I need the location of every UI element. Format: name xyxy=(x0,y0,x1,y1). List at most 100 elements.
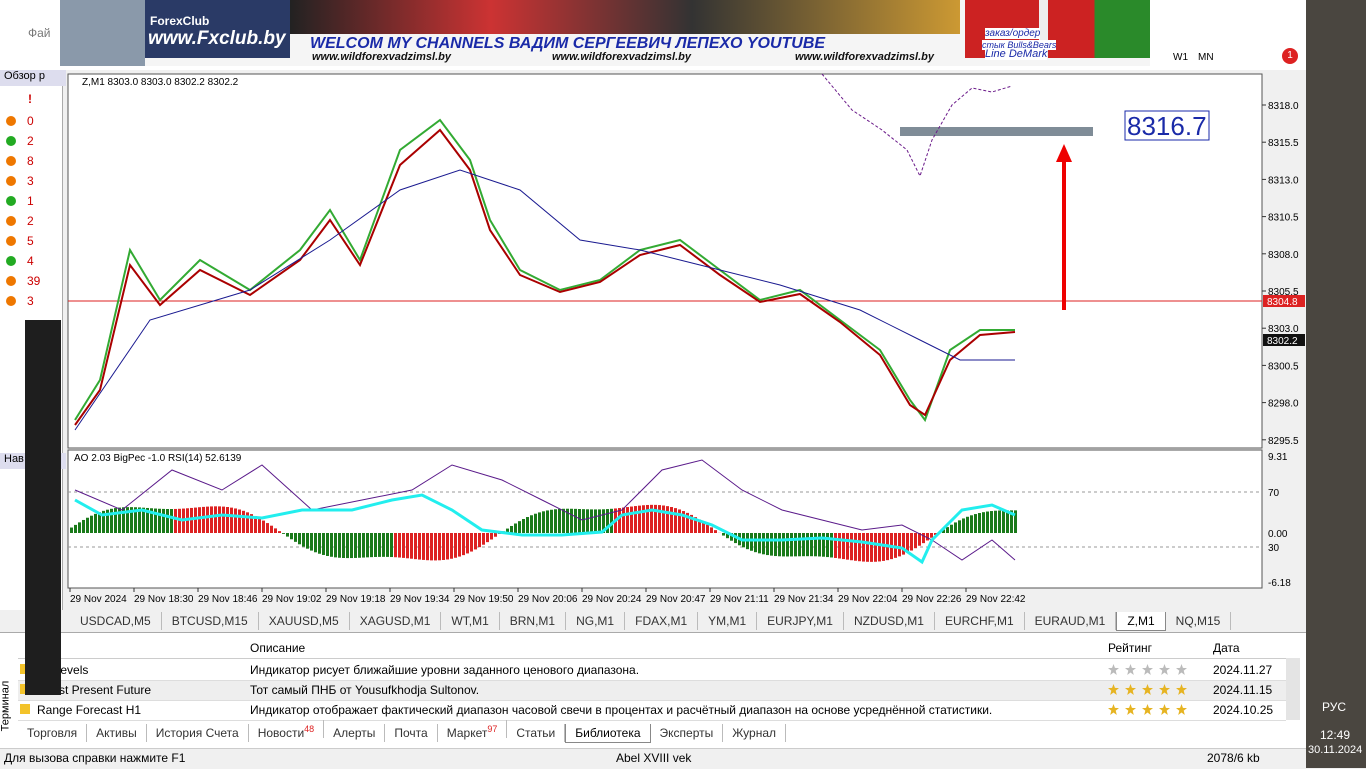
time-tick-label: 29 Nov 20:24 xyxy=(582,594,642,605)
ao-bar xyxy=(838,533,841,558)
symbol-icon xyxy=(6,116,16,126)
ao-bar xyxy=(310,533,313,551)
terminal-tab[interactable]: Библиотека xyxy=(565,724,650,743)
indicator-tick-label: 30 xyxy=(1268,543,1280,554)
chart-tab[interactable]: NG,M1 xyxy=(566,612,625,630)
ao-bar xyxy=(878,533,881,561)
ao-bar xyxy=(994,511,997,533)
terminal-label: Терминал xyxy=(0,681,11,732)
ao-bar xyxy=(214,506,217,533)
menu-file[interactable]: Фай xyxy=(28,26,51,40)
terminal-tab[interactable]: Активы xyxy=(87,724,147,742)
chart-tab[interactable]: FDAX,M1 xyxy=(625,612,698,630)
chart-tab[interactable]: EURJPY,M1 xyxy=(757,612,844,630)
chart-tab[interactable]: XAUUSD,M5 xyxy=(259,612,350,630)
ao-bar xyxy=(674,508,677,533)
chart-tab[interactable]: YM,M1 xyxy=(698,612,757,630)
ao-bar xyxy=(666,506,669,533)
tab-label: Статьи xyxy=(516,726,555,740)
ao-bar xyxy=(534,514,537,533)
chart-tab[interactable]: Z,M1 xyxy=(1116,612,1165,631)
chart-tab[interactable]: BRN,M1 xyxy=(500,612,566,630)
time-tick-label: 29 Nov 22:42 xyxy=(966,594,1026,605)
ao-bar xyxy=(226,507,229,533)
ao-bar xyxy=(302,533,305,547)
symbol-icon xyxy=(6,136,16,146)
chart-tab[interactable]: XAGUSD,M1 xyxy=(350,612,442,630)
ao-bar xyxy=(786,533,789,556)
ao-bar xyxy=(518,521,521,533)
ao-bar xyxy=(790,533,793,556)
spread: 8 xyxy=(27,154,34,168)
terminal-tab[interactable]: Журнал xyxy=(723,724,786,742)
ao-bar xyxy=(818,533,821,556)
notifications[interactable]: 1 xyxy=(1282,48,1298,64)
chart-tab[interactable]: USDCAD,M5 xyxy=(70,612,162,630)
terminal-tab[interactable]: Почта xyxy=(385,724,437,742)
chart-tab[interactable]: EURCHF,M1 xyxy=(935,612,1025,630)
spread: 4 xyxy=(27,254,34,268)
ao-bar xyxy=(898,533,901,556)
chart-tab[interactable]: NQ,M15 xyxy=(1166,612,1232,630)
terminal-tab[interactable]: Эксперты xyxy=(651,724,724,742)
ao-bar xyxy=(626,507,629,533)
site: www.Fxclub.by xyxy=(148,28,286,50)
terminal-tab[interactable]: Маркет97 xyxy=(438,720,508,738)
chart-tab[interactable]: BTCUSD,M15 xyxy=(162,612,259,630)
ao-bar xyxy=(986,512,989,533)
clock-time[interactable]: 12:49 xyxy=(1320,728,1350,742)
chart-tab[interactable]: WT,M1 xyxy=(441,612,499,630)
ao-bar xyxy=(158,509,161,533)
bid-label: 8304.8 xyxy=(1267,297,1298,308)
chart-tab[interactable]: NZDUSD,M1 xyxy=(844,612,935,630)
ao-bar xyxy=(642,505,645,533)
tab-badge: 48 xyxy=(304,724,314,734)
symbol-icon xyxy=(6,276,16,286)
ao-bar xyxy=(478,533,481,547)
ao-bar xyxy=(466,533,469,553)
ao-bar xyxy=(202,507,205,533)
indicator-header: AO 2.03 BigPec -1.0 RSI(14) 52.6139 xyxy=(74,453,242,464)
ao-bar xyxy=(598,509,601,533)
clock-date[interactable]: 30.11.2024 xyxy=(1308,744,1362,756)
ao-bar xyxy=(290,533,293,539)
ao-bar xyxy=(414,533,417,559)
ao-bar xyxy=(74,525,77,533)
time-tick-label: 29 Nov 18:46 xyxy=(198,594,258,605)
ao-bar xyxy=(574,509,577,533)
ao-bar xyxy=(954,522,957,533)
row-date: 2024.10.25 xyxy=(1213,703,1273,717)
terminal-tab[interactable]: Новости48 xyxy=(249,720,324,738)
terminal-tab[interactable]: История Счета xyxy=(147,724,249,742)
ao-bar xyxy=(374,533,377,557)
terminal-tab[interactable]: Статьи xyxy=(507,724,565,742)
spread: 1 xyxy=(27,194,34,208)
ao-bar xyxy=(946,527,949,533)
ao-bar xyxy=(618,508,621,533)
ao-bar xyxy=(762,533,765,554)
ao-bar xyxy=(510,526,513,533)
terminal-tab[interactable]: Торговля xyxy=(18,724,87,742)
row-name[interactable]: Range Forecast H1 xyxy=(37,703,141,717)
period-mn[interactable]: MN xyxy=(1198,52,1214,63)
ao-bar xyxy=(490,533,493,539)
ao-bar xyxy=(210,506,213,533)
row-bg xyxy=(18,681,1286,701)
chart-tab[interactable]: EURAUD,M1 xyxy=(1025,612,1117,630)
url: www.wildforexvadzimsl.by xyxy=(552,51,691,63)
lang[interactable]: РУС xyxy=(1322,700,1346,714)
tab-label: Новости xyxy=(258,726,304,740)
terminal-tab[interactable]: Алерты xyxy=(324,724,385,742)
ao-bar xyxy=(270,526,273,533)
zone xyxy=(900,127,1093,136)
time-tick-label: 29 Nov 19:02 xyxy=(262,594,322,605)
ao-bar xyxy=(350,533,353,558)
ao-bar xyxy=(634,506,637,533)
ao-bar xyxy=(242,511,245,533)
period-w1[interactable]: W1 xyxy=(1173,52,1188,63)
ao-bar xyxy=(234,508,237,533)
ao-bar xyxy=(658,505,661,533)
ao-bar xyxy=(990,511,993,533)
